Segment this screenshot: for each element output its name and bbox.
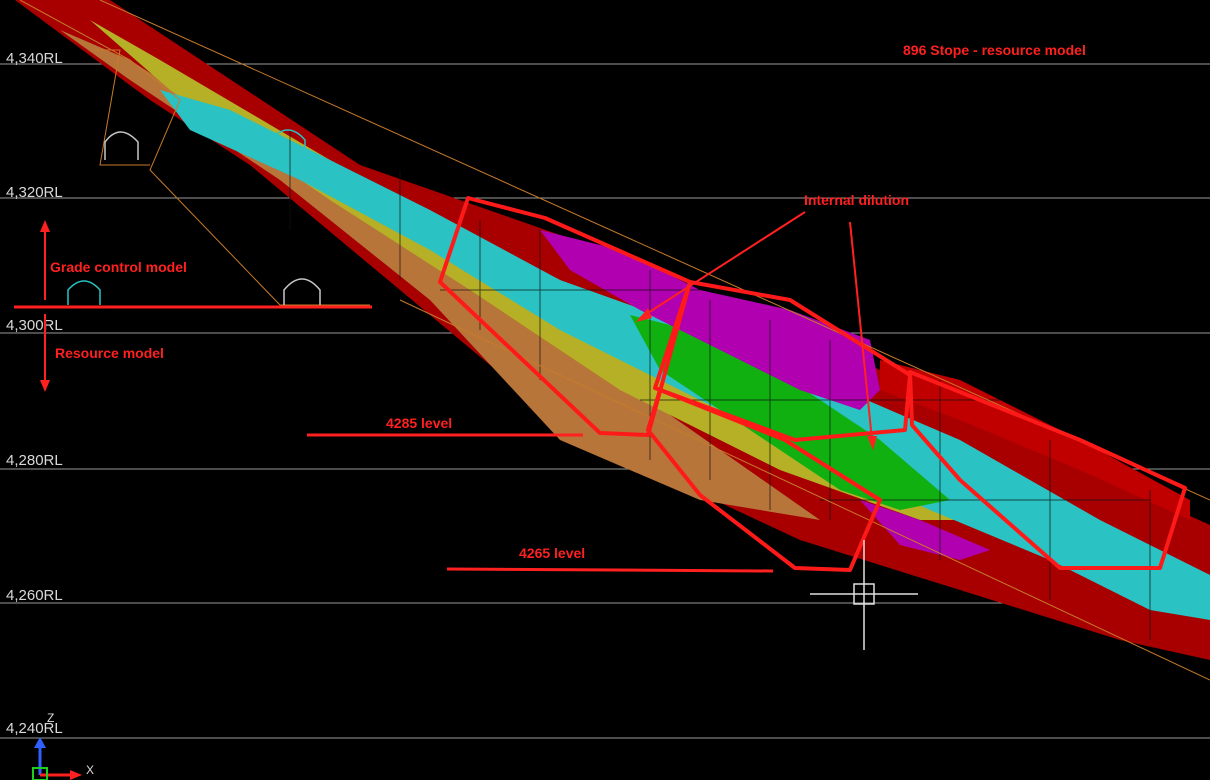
level-4265-line — [446, 567, 774, 573]
internal-dilution-arrows — [636, 211, 877, 450]
axis-z-label: Z — [47, 711, 54, 725]
axis-indicator — [32, 737, 82, 780]
rl-label-4240: 4,240RL — [6, 720, 63, 737]
model-divider — [14, 220, 372, 392]
access-line — [95, 49, 150, 166]
view-title: 896 Stope - resource model — [903, 42, 1086, 58]
rl-label-4320: 4,320RL — [6, 184, 63, 201]
block-model — [15, 0, 1210, 660]
rl-label-4280: 4,280RL — [6, 452, 63, 469]
drive-profile-upper — [104, 131, 139, 160]
drive-profiles — [67, 129, 321, 305]
resource-model-label: Resource model — [55, 345, 164, 361]
drive-profile-lower — [283, 278, 321, 305]
cursor-crosshair — [810, 540, 918, 650]
rl-label-4340: 4,340RL — [6, 50, 63, 67]
rl-label-4260: 4,260RL — [6, 587, 63, 604]
grade-control-label: Grade control model — [50, 259, 187, 275]
drive-profile-lower-left — [67, 280, 101, 305]
level-4265-label: 4265 level — [519, 545, 585, 561]
drive-profile-upper-right — [269, 129, 306, 158]
stope-outline-2 — [653, 280, 912, 442]
stope-outline-4 — [908, 370, 1187, 570]
stope-outline-3 — [646, 388, 882, 572]
axis-x-label: X — [86, 763, 94, 777]
level-4285-label: 4285 level — [386, 415, 452, 431]
rl-label-4300: 4,300RL — [6, 317, 63, 334]
stope-outlines — [438, 196, 1187, 572]
internal-dilution-label: Internal dilution — [804, 192, 909, 208]
stope-outline-1 — [438, 196, 692, 437]
band-magenta-lower — [860, 500, 990, 560]
lower-boundary-line — [399, 299, 1210, 681]
